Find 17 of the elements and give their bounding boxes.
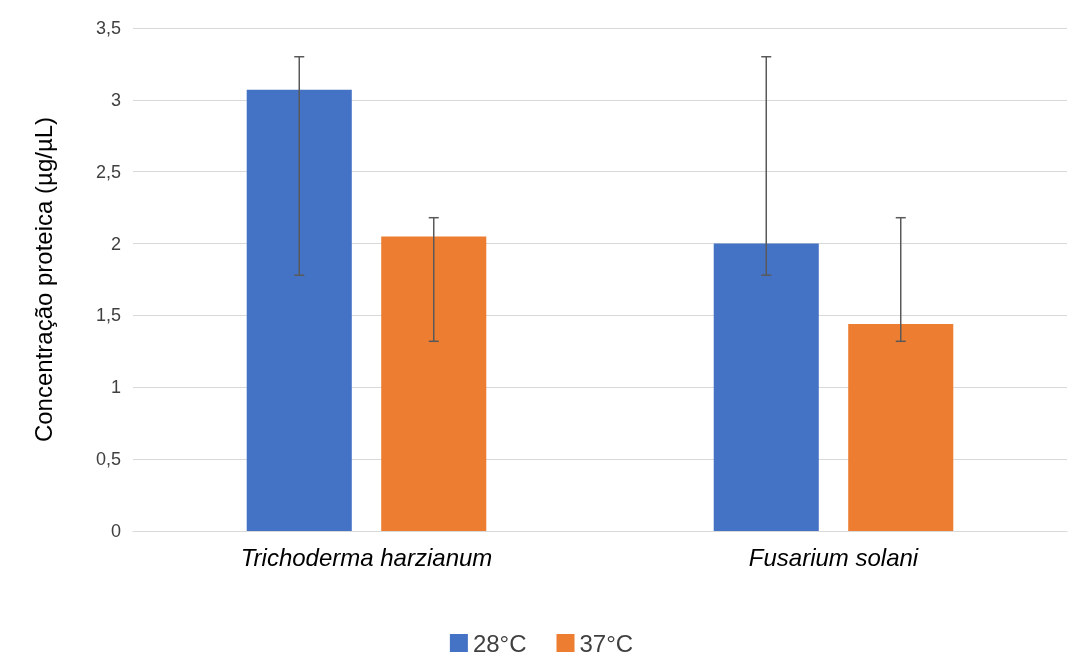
x-tick-label: Trichoderma harzianum: [240, 543, 493, 571]
x-tick-label: Fusarium solani: [748, 543, 919, 571]
y-tick-label: 2: [110, 233, 121, 254]
bar: [713, 243, 819, 531]
legend-label: 28°C: [472, 629, 527, 657]
y-tick-label: 3,5: [95, 18, 121, 38]
y-tick-label: 2,5: [95, 161, 121, 182]
bar: [848, 324, 954, 531]
bar: [246, 89, 352, 531]
y-tick-label: 0: [110, 521, 121, 541]
y-tick-label: 1: [110, 377, 121, 398]
legend-label: 37°C: [579, 629, 634, 657]
bar: [381, 236, 487, 531]
y-tick-label: 0,5: [95, 449, 121, 470]
y-tick-label: 1,5: [95, 305, 121, 326]
y-axis-title: Concentração proteica (µg/µL): [29, 116, 57, 443]
y-tick-label: 3: [110, 89, 121, 110]
